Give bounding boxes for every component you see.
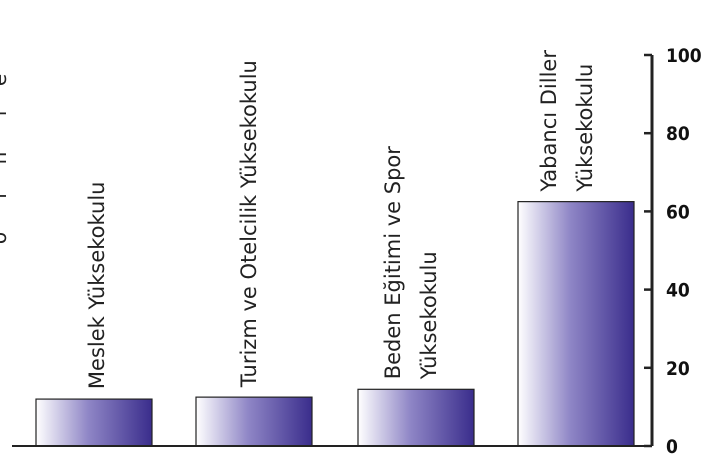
category-label-3-line-1: Beden Eğitimi ve Spor [381,146,405,380]
bars-group [36,202,634,446]
bar-2 [196,397,312,446]
edge-glyph-3: n [0,152,11,165]
bar-3 [358,389,474,446]
category-label-2-line-1: Turizm ve Otelcilik Yüksekokulu [237,60,261,388]
y-tick-label-60: 60 [666,201,690,223]
y-tick-label-80: 80 [666,123,690,145]
edge-glyph-4: l [0,193,11,199]
bar-1 [36,399,152,446]
y-tick-label-100: 100 [666,45,702,67]
edge-glyph-2: r [0,107,11,116]
category-label-4-line-1: Yabancı Diller [537,50,561,193]
y-tick-label-40: 40 [666,280,690,302]
left-edge-cropped-text: e r n l o [0,74,11,244]
category-label-4-line-2: Yüksekokulu [573,64,597,193]
y-tick-label-0: 0 [666,436,678,458]
edge-glyph-5: o [0,232,11,244]
category-label-1-line-1: Meslek Yüksekokulu [85,182,109,390]
bar-4 [518,202,634,446]
y-tick-label-20: 20 [666,358,690,380]
edge-glyph-1: e [0,74,11,86]
category-label-3-line-2: Yüksekokulu [417,251,441,380]
